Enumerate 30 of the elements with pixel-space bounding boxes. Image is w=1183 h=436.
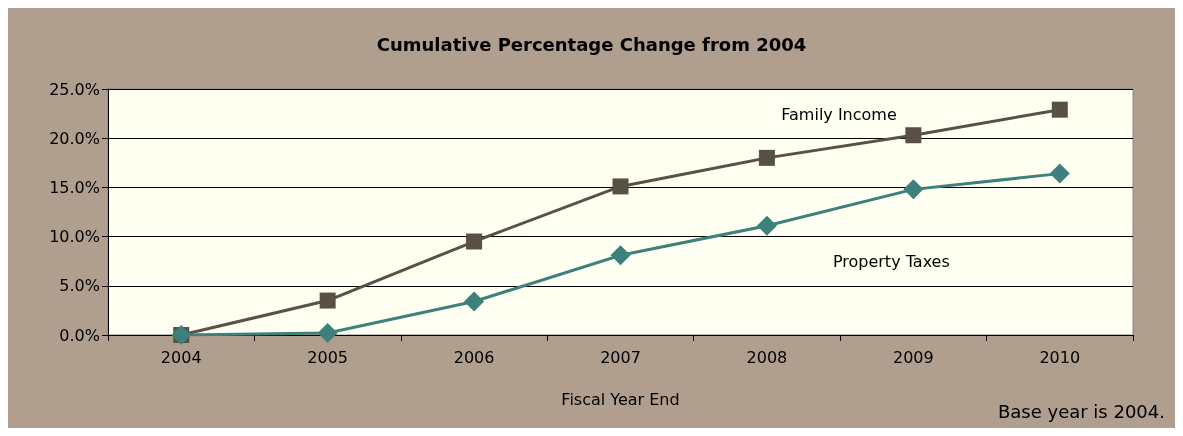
point (756, 215, 777, 236)
chart-title: Cumulative Percentage Change from 2004 (376, 33, 807, 55)
x-tick-label: 2004 (160, 347, 202, 367)
point (612, 178, 629, 195)
point (1049, 163, 1070, 184)
series-label: Family Income (781, 105, 897, 125)
point (903, 179, 924, 200)
text: Base year is 2004. (997, 400, 1165, 422)
point (1051, 101, 1068, 118)
text: Property Taxes (832, 252, 950, 272)
y-tick-label: 0.0% (59, 325, 100, 345)
x-tick-label: 2008 (746, 347, 788, 367)
point (466, 233, 483, 250)
point (319, 292, 336, 309)
point (464, 291, 485, 312)
x-tick-label: 2007 (600, 347, 641, 367)
y-tick-label: 15.0% (49, 177, 100, 197)
point (317, 323, 338, 344)
point (610, 245, 631, 266)
x-tick-label: 2006 (453, 347, 495, 367)
y-tick-label: 5.0% (59, 276, 100, 296)
point (758, 149, 775, 166)
point (905, 127, 922, 144)
y-tick-label: 25.0% (49, 79, 100, 99)
x-tick-label: 2005 (307, 347, 348, 367)
x-axis-title: Fiscal Year End (561, 389, 680, 409)
y-tick-label: 20.0% (49, 128, 100, 148)
x-tick-label: 2010 (1039, 347, 1081, 367)
y-tick-label: 10.0% (49, 227, 100, 247)
x-tick-label: 2009 (893, 347, 934, 367)
